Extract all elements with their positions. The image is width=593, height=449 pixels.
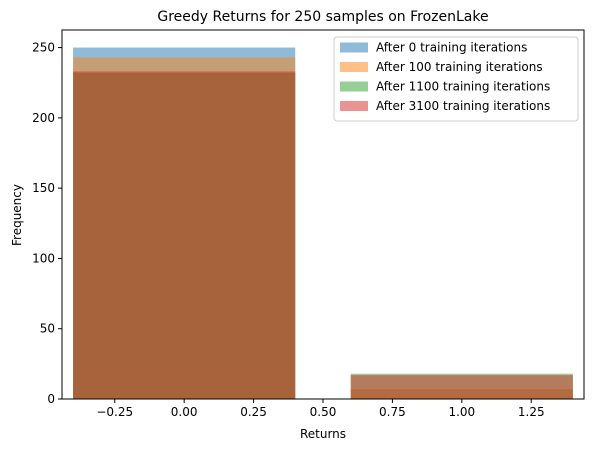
legend-label-0: After 0 training iterations [376,41,527,55]
legend-frame [333,36,579,122]
x-tick-label: 0.50 [310,405,337,419]
legend-label-3: After 3100 training iterations [376,99,550,113]
x-tick-label: 0.25 [240,405,267,419]
legend-swatch-0 [340,42,368,53]
y-tick-label: 0 [47,392,55,406]
y-tick-label: 100 [32,251,55,265]
x-tick-label: −0.25 [96,405,133,419]
y-axis-label: Frequency [10,184,24,246]
y-tick-label: 200 [32,111,55,125]
x-axis: −0.25 0.00 0.25 0.50 0.75 1.00 1.25 [96,399,545,419]
x-tick-label: 0.75 [379,405,406,419]
y-tick-label: 50 [40,322,55,336]
y-axis: 0 50 100 150 200 250 [32,41,62,406]
y-tick-label: 150 [32,181,55,195]
y-tick-label: 250 [32,41,55,55]
plot-area [73,47,573,400]
legend-swatch-2 [340,81,368,92]
legend: After 0 training iterations After 100 tra… [333,36,579,122]
legend-label-2: After 1100 training iterations [376,80,550,94]
chart-title: Greedy Returns for 250 samples on Frozen… [157,9,488,25]
legend-swatch-1 [340,62,368,72]
bar-series-3-bin-1 [350,375,573,399]
legend-label-1: After 100 training iterations [376,60,543,74]
x-axis-label: Returns [300,427,346,441]
legend-swatch-3 [340,101,368,111]
bar-series-3-bin-0 [73,71,296,400]
x-tick-label: 1.00 [448,405,475,419]
x-tick-label: 0.00 [171,405,198,419]
x-tick-label: 1.25 [518,405,545,419]
